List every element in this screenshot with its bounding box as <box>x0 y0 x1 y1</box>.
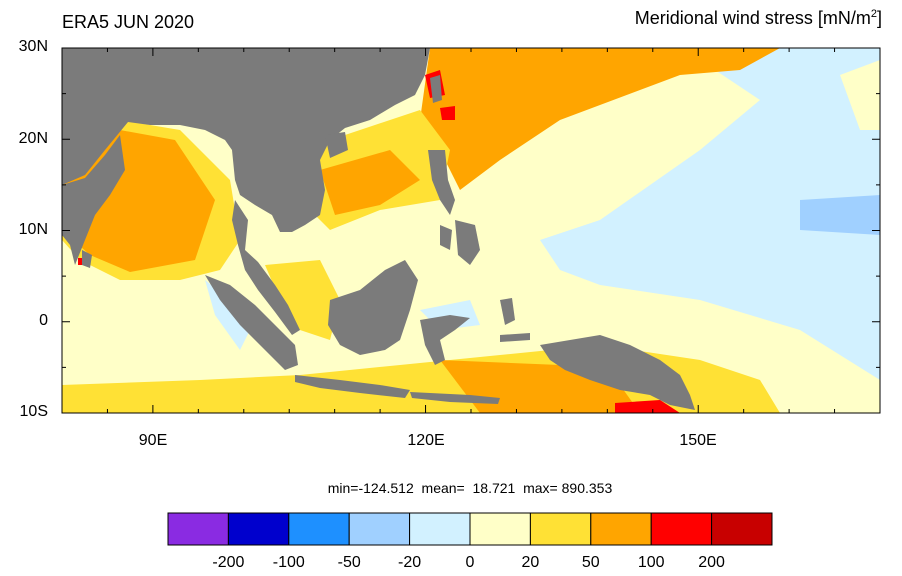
colorbar-label: 50 <box>581 554 600 571</box>
negative-stress-region-pacific <box>520 48 880 380</box>
colorbar-label: 100 <box>637 554 665 571</box>
land-masses <box>62 48 695 410</box>
map-field <box>62 48 880 413</box>
strong-stress-south-china-sea <box>320 150 420 215</box>
axis-ticks <box>61 47 881 414</box>
variable-title-end: ] <box>876 8 882 28</box>
land-taiwan <box>430 75 442 103</box>
land-asia-mainland <box>62 48 430 232</box>
land-java <box>295 375 410 398</box>
map-title: ERA5 JUN 2020 <box>62 12 195 32</box>
variable-title-exponent: 2 <box>870 8 877 20</box>
colorbar-swatch <box>409 512 471 546</box>
colorbar <box>167 512 773 546</box>
y-axis-label-10s: 10S <box>19 403 48 420</box>
land-hainan <box>325 132 348 158</box>
land-sumatra <box>205 275 298 370</box>
y-axis-label-equator: 0 <box>39 312 48 329</box>
stress-region-malacca <box>265 260 340 340</box>
land-lesser-sunda <box>410 392 500 404</box>
land-new-guinea <box>540 335 695 410</box>
colorbar-swatch <box>529 512 592 546</box>
colorbar-swatch <box>348 512 411 546</box>
colorbar-swatch <box>650 512 713 546</box>
land-india <box>62 135 125 265</box>
strong-negative-stress-region <box>800 195 880 235</box>
colorbar-swatch <box>469 512 531 546</box>
variable-title: Meridional wind stress [mN/m2] <box>635 8 882 29</box>
land-mindanao <box>455 220 480 265</box>
strong-stress-northwest-pacific <box>420 48 780 190</box>
colorbar-label: 200 <box>698 554 725 571</box>
field-statistics: min=-124.512 mean= 18.721 max= 890.353 <box>327 480 613 496</box>
y-axis-label-10n: 10N <box>18 221 48 238</box>
max-stress-spot-luzon-strait <box>440 106 455 120</box>
x-axis-label-150e: 150E <box>679 432 717 449</box>
colorbar-label: 0 <box>465 554 475 571</box>
colorbar-swatch <box>711 512 773 546</box>
y-axis-label-20n: 20N <box>18 130 48 147</box>
colorbar-label: -50 <box>337 554 361 571</box>
land-halmahera <box>500 298 515 325</box>
y-axis-label-30n: 30N <box>18 38 48 55</box>
land-luzon <box>428 150 455 215</box>
colorbar-swatch <box>227 512 290 546</box>
colorbar-label: 20 <box>521 554 540 571</box>
land-sulawesi <box>420 315 470 365</box>
variable-title-text: Meridional wind stress [mN/m <box>634 8 871 28</box>
x-axis-label-120e: 120E <box>407 432 445 449</box>
colorbar-swatch <box>288 512 350 546</box>
colorbar-label: -100 <box>272 554 305 571</box>
colorbar-label: -200 <box>212 554 245 571</box>
land-malay-peninsula <box>232 200 300 335</box>
land-borneo <box>328 260 418 355</box>
x-axis-label-90e: 90E <box>138 432 168 449</box>
colorbar-swatch <box>590 512 652 546</box>
weak-stress-northeast <box>840 60 880 130</box>
land-sri-lanka <box>82 250 92 268</box>
land-visayas <box>440 225 452 250</box>
max-stress-spot-coral-sea <box>615 400 680 413</box>
colorbar-label: -20 <box>398 554 422 571</box>
negative-stress-sumatra-coast <box>205 280 250 350</box>
land-seram <box>500 333 530 342</box>
colorbar-swatch <box>167 512 229 546</box>
